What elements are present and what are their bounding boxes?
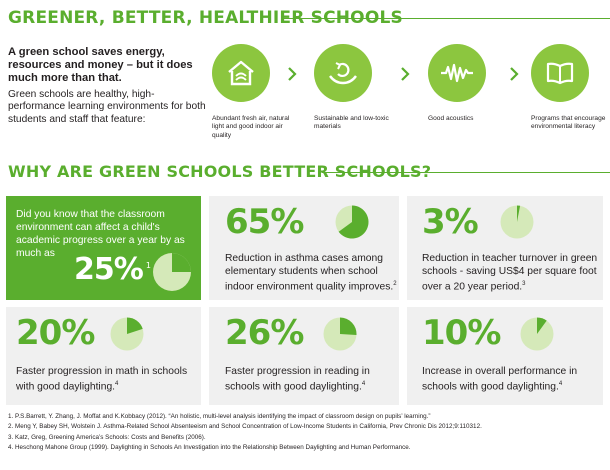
footnote: 2. Meng Y, Babey SH, Wolstein J. Asthma-… [8, 423, 482, 431]
feature-label: Abundant fresh air, natural light and go… [212, 115, 290, 139]
stat-text: Faster progression in math in schools wi… [16, 366, 188, 393]
feature-label: Programs that encourage environmental li… [531, 115, 606, 131]
feature-circle [212, 44, 270, 102]
feature-literacy: Programs that encourage environmental li… [531, 44, 610, 132]
pie-slice [338, 205, 369, 239]
pie-slice [127, 317, 143, 334]
stat-pie [335, 205, 369, 239]
chevron-right-icon [288, 67, 297, 81]
stat-value: 10% [422, 313, 501, 353]
title-divider [284, 18, 610, 19]
stat-value: 3% [422, 202, 479, 242]
sound-wave-icon [441, 63, 473, 83]
house-air-icon [228, 60, 254, 86]
page-title: GREENER, BETTER, HEALTHIER SCHOOLS [8, 8, 403, 28]
stat-text: Reduction in asthma cases among elementa… [225, 253, 394, 293]
footnotes: 1. P.S.Barrett, Y. Zhang, J. Moffat and … [8, 412, 608, 454]
question-text: Did you know that the classroom environm… [16, 209, 185, 259]
pie-slice [340, 317, 357, 336]
stat-text: Faster progression in reading in schools… [225, 366, 370, 393]
stat-pie [520, 317, 554, 351]
question-card: Did you know that the classroom environm… [6, 196, 201, 300]
footnote: 4. Heschong Mahone Group (1999). Dayligh… [8, 444, 411, 452]
footnote-ref: 4 [361, 381, 366, 388]
footnote-ref: 3 [522, 281, 526, 288]
stat-text: Reduction in teacher turnover in green s… [422, 253, 598, 293]
footnote: 1. P.S.Barrett, Y. Zhang, J. Moffat and … [8, 413, 431, 420]
stat-description: Reduction in asthma cases among elementa… [225, 252, 397, 294]
stat-description: Increase in overall performance in schoo… [422, 365, 600, 394]
footnote-ref: 4 [558, 381, 563, 388]
section-divider [322, 172, 610, 173]
stat-card-math: 20% Faster progression in math in school… [6, 307, 201, 405]
stat-pie [323, 317, 357, 351]
stat-value: 65% [225, 202, 304, 242]
stat-description: Faster progression in reading in schools… [225, 365, 395, 394]
pie-slice [537, 317, 547, 334]
intro-lead: A green school saves energy, resources a… [8, 46, 193, 84]
feature-fresh-air: Abundant fresh air, natural light and go… [212, 44, 292, 140]
chevron-right-icon [510, 67, 519, 81]
stat-card-turnover: 3% Reduction in teacher turnover in gree… [407, 196, 603, 300]
stat-description: Reduction in teacher turnover in green s… [422, 252, 598, 294]
pie-slice [517, 205, 521, 222]
recycle-hands-icon [329, 62, 357, 85]
feature-materials: Sustainable and low-toxic materials [314, 44, 394, 132]
feature-label: Good acoustics [428, 115, 474, 122]
feature-circle [531, 44, 589, 102]
stat-pie [500, 205, 534, 239]
section-title: WHY ARE GREEN SCHOOLS BETTER SCHOOLS? [8, 162, 432, 181]
footnote: 3. Katz, Greg, Greening America’s School… [8, 433, 206, 441]
footnote-ref: 2 [393, 281, 397, 288]
stat-value: 26% [225, 313, 304, 353]
stat-card-performance: 10% Increase in overall performance in s… [407, 307, 603, 405]
stat-card-reading: 26% Faster progression in reading in sch… [209, 307, 399, 405]
footnote-ref: 1 [145, 261, 151, 270]
feature-circle [428, 44, 486, 102]
feature-acoustics: Good acoustics [428, 44, 508, 123]
intro-body: Green schools are healthy, high-performa… [8, 89, 206, 125]
open-book-icon [546, 62, 574, 85]
feature-label: Sustainable and low-toxic materials [314, 115, 389, 131]
stat-description: Faster progression in math in schools wi… [16, 365, 198, 394]
question-stat: 25% 1 [74, 248, 151, 288]
chevron-right-icon [401, 67, 410, 81]
stat-value: 20% [16, 313, 95, 353]
stat-pie [153, 253, 191, 291]
pie-slice [172, 253, 191, 272]
feature-circle [314, 44, 372, 102]
footnote-ref: 4 [115, 381, 119, 388]
stat-pie [110, 317, 144, 351]
question-stat-value: 25% [74, 252, 144, 287]
stat-text: Increase in overall performance in schoo… [422, 366, 578, 393]
stat-card-asthma: 65% Reduction in asthma cases among elem… [209, 196, 399, 300]
